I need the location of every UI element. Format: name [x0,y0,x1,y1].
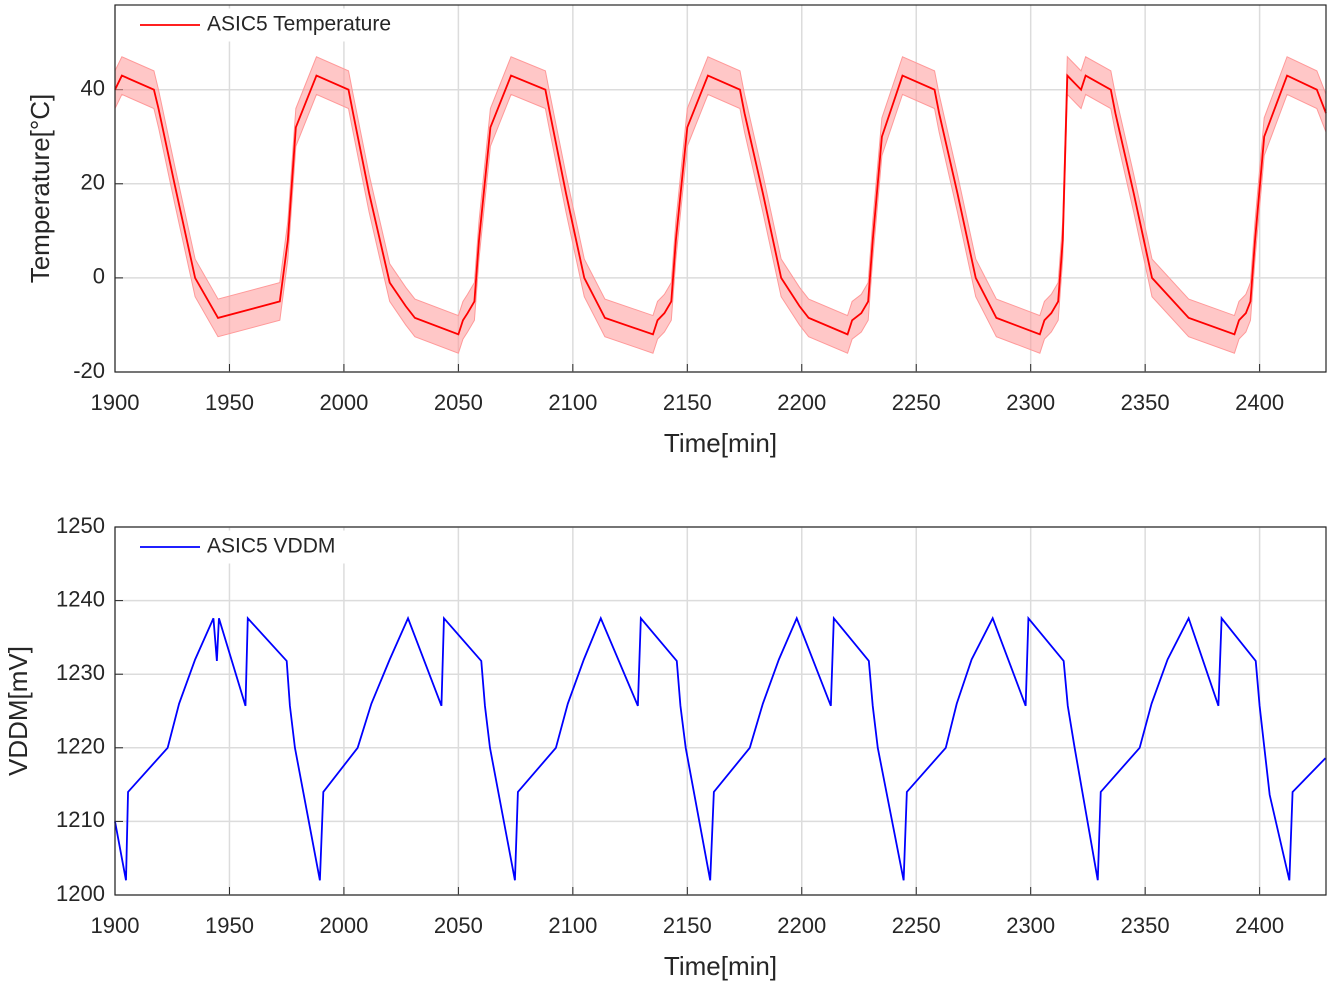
x-tick-label: 2050 [434,390,483,415]
y-tick-label: 1210 [56,807,105,832]
x-tick-label: 2350 [1121,913,1170,938]
y-tick-label: 20 [81,170,105,195]
x-tick-label: 2400 [1235,913,1284,938]
legend-label: ASIC5 VDDM [207,535,335,558]
legend-label: ASIC5 Temperature [207,13,391,36]
plot-area [115,527,1326,895]
x-tick-label: 2100 [548,390,597,415]
axes-box [114,4,1327,373]
x-tick-label: 2250 [892,913,941,938]
y-tick-label: 40 [81,76,105,101]
x-tick-label: 2000 [319,390,368,415]
y-tick-label: 0 [93,264,105,289]
x-tick-label: 2300 [1006,390,1055,415]
data-line [114,73,1327,336]
y-axis-label: Temperature[°C] [25,94,55,284]
x-tick-label: 1950 [205,390,254,415]
x-tick-label: 2150 [663,390,712,415]
x-tick-label: 2050 [434,913,483,938]
x-tick-label: 2200 [777,913,826,938]
x-tick-label: 2300 [1006,913,1055,938]
y-tick-label: 1240 [56,586,105,611]
x-tick-label: 2200 [777,390,826,415]
y-axis-label: VDDM[mV] [3,646,33,776]
x-axis-label: Time[min] [664,428,777,458]
x-tick-label: 2000 [319,913,368,938]
x-tick-label: 2150 [663,913,712,938]
x-tick-label: 1950 [205,913,254,938]
x-tick-label: 1900 [91,913,140,938]
x-tick-label: 2400 [1235,390,1284,415]
plot-area [115,5,1326,372]
data-line [114,615,1327,881]
y-tick-label: 1230 [56,660,105,685]
y-tick-label: 1200 [56,881,105,906]
axes-box [114,526,1327,896]
y-tick-label: 1250 [56,513,105,538]
x-tick-label: 1900 [91,390,140,415]
y-tick-label: 1220 [56,734,105,759]
x-tick-label: 2250 [892,390,941,415]
x-tick-label: 2350 [1121,390,1170,415]
x-tick-label: 2100 [548,913,597,938]
y-tick-label: -20 [73,358,105,383]
x-axis-label: Time[min] [664,951,777,981]
